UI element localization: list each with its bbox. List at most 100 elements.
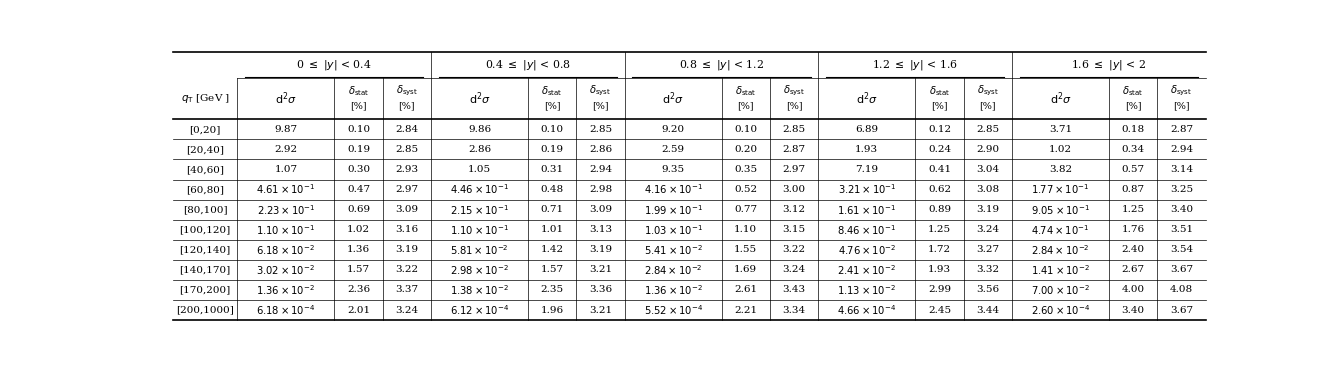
Text: 2.87: 2.87: [782, 145, 805, 154]
Text: 1.6 $\leq$ $|y|$ < 2: 1.6 $\leq$ $|y|$ < 2: [1071, 58, 1146, 72]
Text: 2.36: 2.36: [346, 285, 370, 295]
Text: 1.02: 1.02: [1049, 145, 1072, 154]
Text: [20,40]: [20,40]: [187, 145, 224, 154]
Text: 1.72: 1.72: [927, 245, 951, 254]
Text: 1.10: 1.10: [734, 225, 757, 234]
Text: [%]: [%]: [350, 101, 366, 111]
Text: $\delta_{\mathrm{stat}}$: $\delta_{\mathrm{stat}}$: [348, 84, 369, 98]
Text: 0.12: 0.12: [927, 125, 951, 134]
Text: 3.21: 3.21: [589, 306, 612, 314]
Text: 2.86: 2.86: [468, 145, 491, 154]
Text: 3.13: 3.13: [589, 225, 612, 234]
Text: 3.24: 3.24: [396, 306, 419, 314]
Text: 0.34: 0.34: [1122, 145, 1145, 154]
Text: 2.85: 2.85: [782, 125, 805, 134]
Text: $4.76\times10^{-2}$: $4.76\times10^{-2}$: [837, 243, 896, 257]
Text: $3.02\times10^{-2}$: $3.02\times10^{-2}$: [256, 263, 315, 277]
Text: 0 $\leq$ $|y|$ < 0.4: 0 $\leq$ $|y|$ < 0.4: [297, 58, 372, 72]
Text: 0.20: 0.20: [734, 145, 757, 154]
Text: [%]: [%]: [980, 101, 996, 111]
Text: 1.69: 1.69: [734, 265, 757, 274]
Text: $\delta_{\mathrm{syst}}$: $\delta_{\mathrm{syst}}$: [396, 84, 417, 98]
Text: 4.08: 4.08: [1170, 285, 1193, 295]
Text: $9.05\times10^{-1}$: $9.05\times10^{-1}$: [1031, 203, 1090, 217]
Text: 3.16: 3.16: [396, 225, 419, 234]
Text: 0.48: 0.48: [541, 185, 564, 194]
Text: $1.36\times10^{-2}$: $1.36\times10^{-2}$: [256, 283, 315, 297]
Text: 3.40: 3.40: [1122, 306, 1145, 314]
Text: 3.09: 3.09: [589, 205, 612, 214]
Text: 3.44: 3.44: [976, 306, 1000, 314]
Text: $4.66\times10^{-4}$: $4.66\times10^{-4}$: [837, 303, 896, 317]
Text: $\delta_{\mathrm{syst}}$: $\delta_{\mathrm{syst}}$: [977, 84, 998, 98]
Text: 3.24: 3.24: [976, 225, 1000, 234]
Text: 2.98: 2.98: [589, 185, 612, 194]
Text: 9.87: 9.87: [274, 125, 298, 134]
Text: [120,140]: [120,140]: [180, 245, 231, 254]
Text: 2.59: 2.59: [662, 145, 684, 154]
Text: 2.45: 2.45: [927, 306, 951, 314]
Text: 2.94: 2.94: [589, 165, 612, 174]
Text: $\mathrm{d}^2\sigma$: $\mathrm{d}^2\sigma$: [468, 90, 490, 107]
Text: 4.00: 4.00: [1122, 285, 1145, 295]
Text: 1.76: 1.76: [1122, 225, 1145, 234]
Text: 3.54: 3.54: [1170, 245, 1193, 254]
Text: 3.56: 3.56: [976, 285, 1000, 295]
Text: [%]: [%]: [1125, 101, 1142, 111]
Text: 2.93: 2.93: [396, 165, 419, 174]
Text: 0.52: 0.52: [734, 185, 757, 194]
Text: 2.99: 2.99: [927, 285, 951, 295]
Text: [200,1000]: [200,1000]: [176, 306, 234, 314]
Text: $2.60\times10^{-4}$: $2.60\times10^{-4}$: [1031, 303, 1090, 317]
Text: 2.94: 2.94: [1170, 145, 1193, 154]
Text: 0.24: 0.24: [927, 145, 951, 154]
Text: 0.8 $\leq$ $|y|$ < 1.2: 0.8 $\leq$ $|y|$ < 1.2: [679, 58, 764, 72]
Text: 3.40: 3.40: [1170, 205, 1193, 214]
Text: 0.47: 0.47: [346, 185, 370, 194]
Text: $2.15\times10^{-1}$: $2.15\times10^{-1}$: [450, 203, 509, 217]
Text: 1.2 $\leq$ $|y|$ < 1.6: 1.2 $\leq$ $|y|$ < 1.6: [872, 58, 958, 72]
Text: 3.24: 3.24: [782, 265, 805, 274]
Text: 2.97: 2.97: [396, 185, 419, 194]
Text: 3.19: 3.19: [589, 245, 612, 254]
Text: 9.35: 9.35: [662, 165, 684, 174]
Text: 1.93: 1.93: [855, 145, 879, 154]
Text: 3.51: 3.51: [1170, 225, 1193, 234]
Text: 3.67: 3.67: [1170, 265, 1193, 274]
Text: 1.07: 1.07: [274, 165, 298, 174]
Text: $\delta_{\mathrm{syst}}$: $\delta_{\mathrm{syst}}$: [1170, 84, 1193, 98]
Text: 1.36: 1.36: [346, 245, 370, 254]
Text: 0.30: 0.30: [346, 165, 370, 174]
Text: 2.01: 2.01: [346, 306, 370, 314]
Text: 3.12: 3.12: [782, 205, 805, 214]
Text: 0.18: 0.18: [1122, 125, 1145, 134]
Text: $q_\mathrm{T}$ [GeV ]: $q_\mathrm{T}$ [GeV ]: [181, 92, 229, 105]
Text: [%]: [%]: [931, 101, 947, 111]
Text: $8.46\times10^{-1}$: $8.46\times10^{-1}$: [837, 223, 896, 237]
Text: $1.10\times10^{-1}$: $1.10\times10^{-1}$: [450, 223, 509, 237]
Text: [170,200]: [170,200]: [180, 285, 231, 295]
Text: [%]: [%]: [592, 101, 609, 111]
Text: 2.87: 2.87: [1170, 125, 1193, 134]
Text: 2.92: 2.92: [274, 145, 298, 154]
Text: [%]: [%]: [399, 101, 415, 111]
Text: 3.71: 3.71: [1049, 125, 1072, 134]
Text: 2.61: 2.61: [734, 285, 757, 295]
Text: $1.77\times10^{-1}$: $1.77\times10^{-1}$: [1032, 183, 1090, 197]
Text: [60,80]: [60,80]: [187, 185, 224, 194]
Text: 1.42: 1.42: [541, 245, 564, 254]
Text: 0.4 $\leq$ $|y|$ < 0.8: 0.4 $\leq$ $|y|$ < 0.8: [484, 58, 570, 72]
Text: 3.08: 3.08: [976, 185, 1000, 194]
Text: $1.10\times10^{-1}$: $1.10\times10^{-1}$: [256, 223, 315, 237]
Text: 6.89: 6.89: [855, 125, 879, 134]
Text: $6.18\times10^{-2}$: $6.18\times10^{-2}$: [256, 243, 315, 257]
Text: [%]: [%]: [738, 101, 754, 111]
Text: 3.27: 3.27: [976, 245, 1000, 254]
Text: [%]: [%]: [544, 101, 561, 111]
Text: 9.86: 9.86: [468, 125, 491, 134]
Text: 0.10: 0.10: [541, 125, 564, 134]
Text: [80,100]: [80,100]: [183, 205, 228, 214]
Text: 0.10: 0.10: [346, 125, 370, 134]
Text: 3.09: 3.09: [396, 205, 419, 214]
Text: 2.84: 2.84: [396, 125, 419, 134]
